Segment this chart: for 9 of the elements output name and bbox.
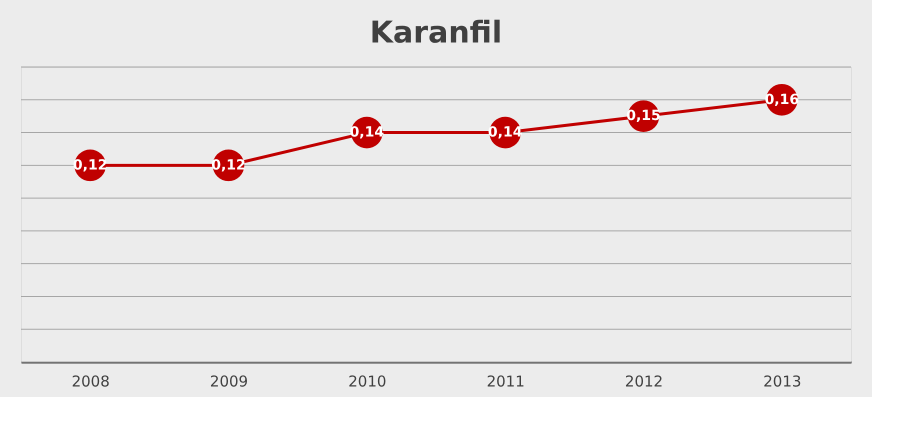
x-tick-label: 2013 (763, 372, 802, 390)
x-tick-label: 2009 (210, 372, 248, 390)
x-tick-label: 2010 (348, 372, 386, 390)
data-label: 0,14 (488, 124, 523, 141)
x-tick-label: 2011 (486, 372, 525, 390)
data-label: 0,12 (211, 157, 246, 174)
x-tick-label: 2012 (624, 372, 664, 390)
x-tick-label: 2008 (72, 372, 110, 390)
chart-title: Karanfil (370, 16, 502, 50)
